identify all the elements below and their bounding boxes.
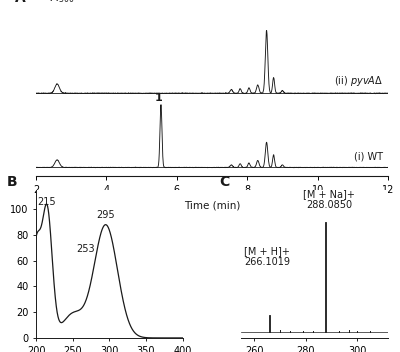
Text: B: B	[7, 175, 17, 189]
Text: 288.0850: 288.0850	[306, 200, 352, 210]
Text: $A_{300}$: $A_{300}$	[50, 0, 74, 5]
Text: [M + H]+: [M + H]+	[244, 246, 290, 256]
Text: C: C	[219, 175, 230, 189]
Text: 215: 215	[38, 197, 56, 207]
Text: 253: 253	[76, 244, 95, 254]
Text: A: A	[15, 0, 26, 5]
Text: [M + Na]+: [M + Na]+	[303, 189, 355, 199]
Text: 1: 1	[155, 93, 162, 102]
X-axis label: Time (min): Time (min)	[184, 201, 240, 210]
Text: 295: 295	[96, 210, 115, 220]
Text: 266.1019: 266.1019	[244, 257, 290, 267]
Text: (i) WT: (i) WT	[354, 152, 383, 162]
Text: (ii) $\mathit{pyvA}$Δ: (ii) $\mathit{pyvA}$Δ	[334, 74, 383, 88]
